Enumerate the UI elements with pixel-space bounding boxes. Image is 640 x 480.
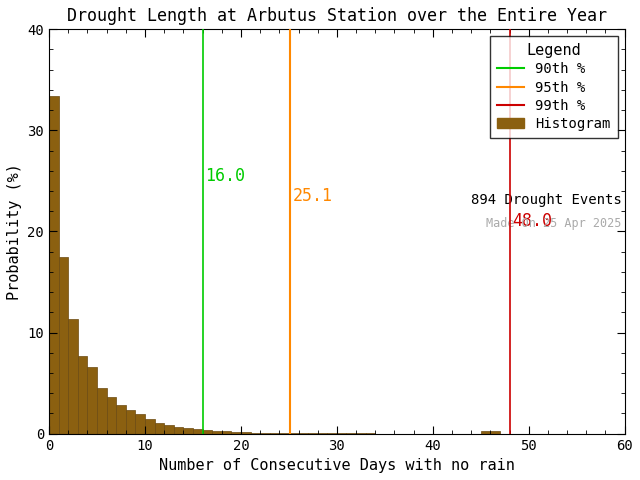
Bar xyxy=(88,367,97,433)
Text: 894 Drought Events: 894 Drought Events xyxy=(471,193,622,207)
Bar xyxy=(490,432,500,433)
Bar xyxy=(212,431,222,433)
Bar xyxy=(184,428,193,433)
Bar xyxy=(241,432,251,433)
Legend: 90th %, 95th %, 99th %, Histogram: 90th %, 95th %, 99th %, Histogram xyxy=(490,36,618,138)
Bar xyxy=(49,96,59,433)
Bar xyxy=(155,422,164,433)
Bar xyxy=(174,427,184,433)
Bar xyxy=(59,257,68,433)
Bar xyxy=(481,431,490,433)
Bar xyxy=(232,432,241,433)
X-axis label: Number of Consecutive Days with no rain: Number of Consecutive Days with no rain xyxy=(159,458,515,473)
Bar xyxy=(193,429,203,433)
Text: 48.0: 48.0 xyxy=(513,212,552,230)
Bar xyxy=(68,319,78,433)
Bar xyxy=(222,432,232,433)
Bar xyxy=(251,432,260,433)
Y-axis label: Probability (%): Probability (%) xyxy=(7,163,22,300)
Bar xyxy=(126,410,136,433)
Bar xyxy=(78,356,88,433)
Bar xyxy=(164,424,174,433)
Bar xyxy=(97,388,107,433)
Bar xyxy=(136,414,145,433)
Text: 25.1: 25.1 xyxy=(292,187,333,205)
Bar xyxy=(116,405,126,433)
Bar xyxy=(145,420,155,433)
Title: Drought Length at Arbutus Station over the Entire Year: Drought Length at Arbutus Station over t… xyxy=(67,7,607,25)
Text: Made On 25 Apr 2025: Made On 25 Apr 2025 xyxy=(486,217,622,230)
Bar xyxy=(203,430,212,433)
Text: 16.0: 16.0 xyxy=(205,167,246,185)
Bar xyxy=(107,397,116,433)
